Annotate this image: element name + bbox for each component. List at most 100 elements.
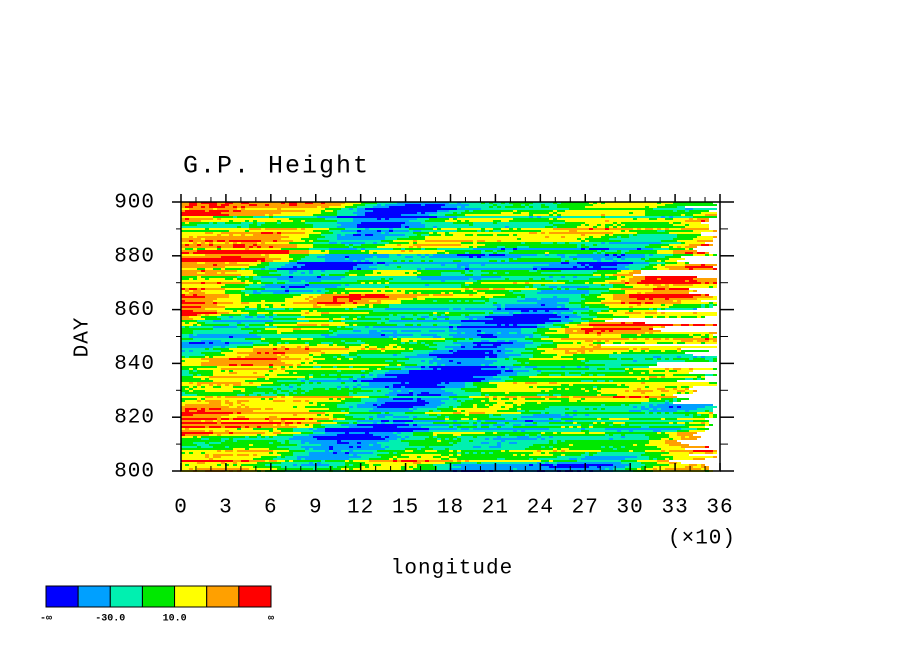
field-cell: [545, 390, 549, 392]
colorbar-swatch: [45, 585, 79, 608]
field-cell: [197, 400, 201, 402]
field-cell: [537, 394, 549, 396]
field-cell: [457, 452, 461, 454]
field-cell: [397, 266, 401, 268]
field-cell: [413, 324, 417, 326]
field-cell: [205, 282, 217, 284]
field-cell: [649, 348, 677, 350]
field-cell: [613, 284, 625, 286]
field-cell: [513, 424, 521, 426]
field-cell: [609, 220, 685, 222]
field-cell: [181, 412, 233, 414]
field-cell: [541, 432, 545, 434]
field-cell: [213, 242, 225, 244]
field-cell: [181, 242, 193, 244]
field-cell: [329, 248, 357, 250]
field-cell: [437, 348, 453, 350]
field-cell: [453, 300, 457, 302]
field-cell: [373, 404, 377, 406]
field-cell: [569, 302, 585, 304]
field-cell: [685, 266, 713, 268]
field-cell: [317, 404, 321, 406]
field-cell: [273, 408, 329, 410]
field-cell: [321, 424, 341, 426]
field-cell: [657, 218, 665, 220]
field-cell: [677, 210, 685, 212]
field-cell: [261, 292, 273, 294]
field-cell: [641, 392, 645, 394]
field-cell: [581, 454, 589, 456]
field-cell: [209, 278, 225, 280]
field-cell: [521, 362, 525, 364]
field-cell: [185, 434, 209, 436]
field-cell: [585, 222, 613, 224]
field-cell: [625, 312, 641, 314]
field-cell: [541, 338, 561, 340]
field-cell: [217, 396, 221, 398]
field-cell: [421, 254, 425, 256]
field-cell: [489, 314, 513, 316]
field-cell: [261, 232, 273, 234]
field-cell: [389, 306, 497, 308]
field-cell: [345, 462, 365, 464]
field-cell: [381, 332, 393, 334]
field-cell: [525, 286, 529, 288]
field-cell: [533, 214, 549, 216]
field-cell: [405, 272, 409, 274]
field-cell: [337, 398, 341, 400]
field-cell: [617, 268, 629, 270]
field-cell: [413, 256, 421, 258]
field-cell: [245, 324, 249, 326]
field-cell: [693, 284, 717, 286]
field-cell: [581, 316, 597, 318]
field-cell: [441, 404, 461, 406]
field-cell: [545, 322, 553, 324]
field-cell: [625, 466, 641, 468]
field-cell: [329, 206, 345, 208]
field-cell: [669, 444, 689, 446]
field-cell: [357, 324, 397, 326]
x-tick-label: 27: [572, 497, 599, 520]
field-cell: [473, 346, 497, 348]
field-cell: [305, 342, 309, 344]
field-cell: [297, 406, 305, 408]
field-cell: [669, 216, 673, 218]
field-cell: [181, 296, 205, 298]
field-cell: [665, 374, 673, 376]
field-cell: [277, 388, 281, 390]
field-cell: [273, 428, 277, 430]
field-cell: [345, 244, 349, 246]
field-cell: [557, 346, 581, 348]
field-cell: [569, 318, 581, 320]
field-cell: [325, 404, 337, 406]
field-cell: [629, 348, 633, 350]
field-cell: [193, 368, 197, 370]
field-cell: [317, 344, 329, 346]
field-cell: [533, 420, 561, 422]
field-cell: [409, 228, 433, 230]
field-cell: [693, 334, 701, 336]
field-cell: [573, 342, 577, 344]
field-cell: [337, 344, 361, 346]
field-cell: [389, 282, 465, 284]
field-cell: [593, 350, 629, 352]
field-cell: [273, 398, 329, 400]
field-cell: [561, 388, 565, 390]
field-cell: [277, 222, 281, 224]
field-cell: [389, 218, 417, 220]
field-cell: [181, 460, 233, 462]
field-cell: [553, 394, 561, 396]
field-cell: [285, 346, 297, 348]
field-cell: [509, 442, 517, 444]
field-cell: [693, 208, 717, 210]
field-cell: [453, 326, 457, 328]
field-cell: [285, 202, 289, 204]
field-cell: [657, 462, 669, 464]
field-cell: [473, 242, 477, 244]
field-cell: [225, 284, 249, 286]
field-cell: [661, 242, 681, 244]
field-cell: [697, 356, 701, 358]
field-cell: [541, 298, 569, 300]
field-cell: [297, 244, 313, 246]
field-cell: [393, 386, 401, 388]
